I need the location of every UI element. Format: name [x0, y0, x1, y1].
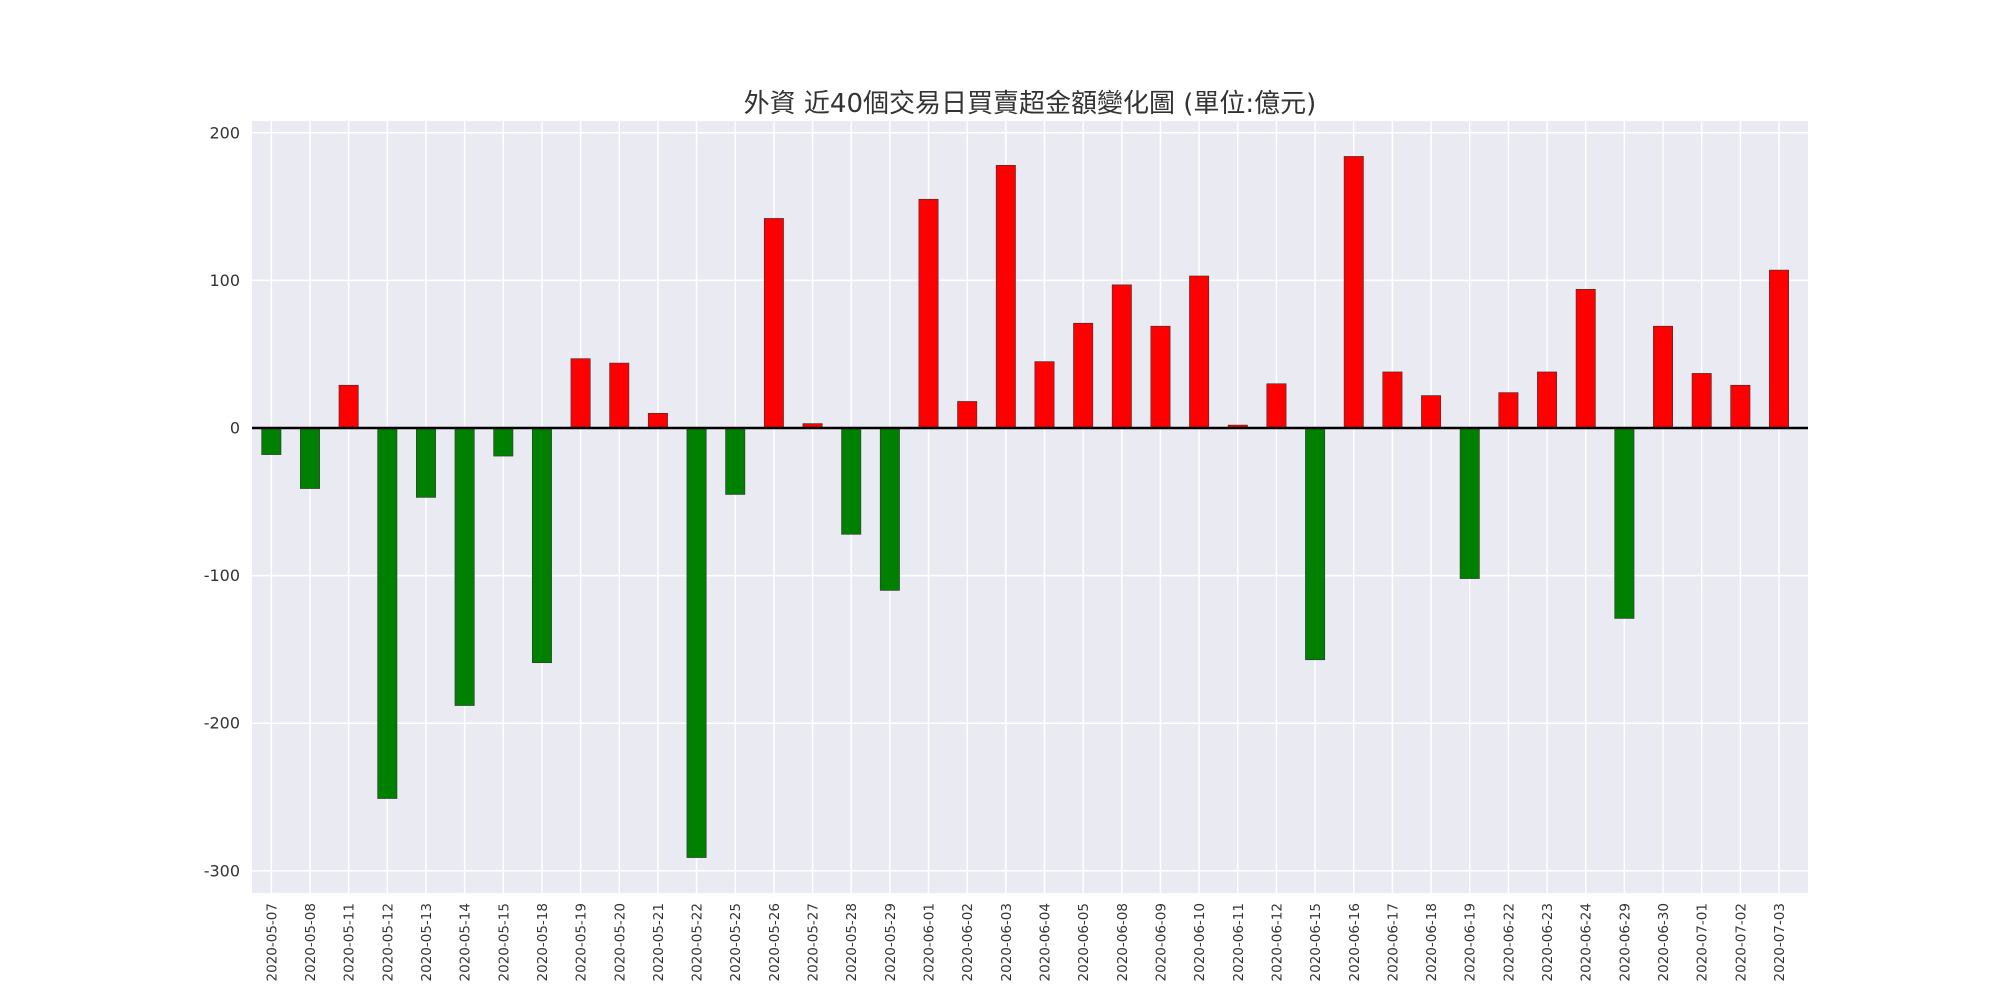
bar	[1382, 371, 1403, 429]
bar	[1575, 288, 1596, 429]
bar	[1691, 373, 1712, 429]
x-tick-label: 2020-05-18	[535, 903, 551, 981]
bar	[725, 427, 746, 495]
bar	[493, 427, 514, 457]
bar	[300, 427, 320, 489]
x-tick-label: 2020-07-03	[1772, 903, 1788, 981]
bar	[1343, 156, 1364, 429]
x-tick-label: 2020-05-13	[419, 903, 435, 981]
bar	[261, 427, 282, 455]
x-tick-label: 2020-06-11	[1231, 903, 1247, 981]
y-tick-label: 0	[230, 419, 240, 438]
bar	[531, 427, 552, 664]
x-tick-label: 2020-06-16	[1347, 903, 1363, 981]
plot-background	[252, 121, 1808, 893]
bar	[647, 412, 668, 429]
x-tick-label: 2020-05-20	[612, 903, 628, 981]
bars	[261, 156, 1789, 858]
x-tick-label: 2020-05-19	[574, 903, 590, 981]
x-tick-label: 2020-05-11	[342, 903, 358, 981]
x-tick-label: 2020-05-14	[458, 903, 474, 981]
x-tick-label: 2020-05-25	[728, 903, 744, 981]
bar	[570, 358, 591, 429]
bar	[1073, 322, 1094, 429]
x-tick-label: 2020-06-10	[1192, 903, 1208, 981]
x-tick-label: 2020-06-19	[1463, 903, 1479, 981]
x-tick-label: 2020-06-01	[922, 903, 938, 981]
y-tick-label: 100	[209, 271, 240, 290]
bar	[454, 427, 475, 706]
x-tick-label: 2020-05-12	[380, 903, 396, 981]
x-tick-label: 2020-06-09	[1153, 903, 1169, 981]
bar	[841, 427, 862, 535]
x-tick-label: 2020-05-27	[806, 903, 822, 981]
chart-title: 外資 近40個交易日買賣超金額變化圖 (單位:億元)	[744, 89, 1317, 119]
bar	[1614, 427, 1635, 619]
x-axis-ticks: 2020-05-07 2020-05-08 2020-05-11 2020-05-12…	[264, 903, 1788, 981]
x-tick-label: 2020-06-03	[999, 903, 1015, 981]
x-tick-label: 2020-07-02	[1733, 903, 1749, 981]
x-tick-label: 2020-05-28	[844, 903, 860, 981]
x-tick-label: 2020-06-05	[1076, 903, 1092, 981]
x-tick-label: 2020-05-15	[496, 903, 512, 981]
x-tick-label: 2020-05-22	[690, 903, 706, 981]
bar	[763, 218, 784, 429]
x-tick-label: 2020-05-26	[767, 903, 783, 981]
bar	[1421, 395, 1442, 429]
y-axis-ticks: 200 100 0 -100 -200 -300	[204, 123, 240, 880]
x-tick-label: 2020-06-08	[1115, 903, 1131, 981]
y-tick-label: 200	[209, 123, 240, 142]
x-tick-label: 2020-05-07	[264, 903, 280, 981]
x-tick-label: 2020-06-22	[1501, 903, 1517, 981]
bar	[609, 362, 630, 429]
bar	[1034, 361, 1055, 429]
x-tick-label: 2020-06-04	[1037, 903, 1053, 981]
bar	[1769, 269, 1789, 429]
bar	[1653, 325, 1673, 429]
bar	[1150, 325, 1171, 429]
x-tick-label: 2020-06-30	[1656, 903, 1672, 981]
bar	[995, 164, 1016, 429]
x-tick-label: 2020-06-18	[1424, 903, 1440, 981]
bar	[1189, 275, 1210, 429]
bar	[957, 401, 978, 429]
x-tick-label: 2020-06-29	[1617, 903, 1633, 981]
bar	[1111, 284, 1132, 429]
bar	[879, 427, 900, 591]
bar	[377, 427, 398, 799]
bar	[1459, 427, 1480, 579]
x-tick-label: 2020-05-29	[883, 903, 899, 981]
x-tick-label: 2020-06-23	[1540, 903, 1556, 981]
x-tick-label: 2020-05-21	[651, 903, 667, 981]
bar	[1537, 371, 1558, 429]
x-tick-label: 2020-06-12	[1269, 903, 1285, 981]
x-tick-label: 2020-07-01	[1695, 903, 1711, 981]
bar	[1305, 427, 1326, 661]
x-tick-label: 2020-05-08	[303, 903, 319, 981]
bar	[1498, 392, 1519, 429]
x-tick-label: 2020-06-24	[1579, 903, 1595, 981]
bar	[338, 384, 359, 429]
y-tick-label: -100	[204, 566, 240, 585]
y-tick-label: -200	[204, 714, 240, 733]
bar	[1266, 383, 1287, 429]
bar	[686, 427, 707, 858]
x-tick-label: 2020-06-17	[1385, 903, 1401, 981]
y-tick-label: -300	[204, 861, 240, 880]
bar	[1730, 384, 1751, 429]
x-tick-label: 2020-06-02	[960, 903, 976, 981]
bar	[918, 198, 939, 429]
bar	[415, 427, 436, 498]
x-tick-label: 2020-06-15	[1308, 903, 1324, 981]
